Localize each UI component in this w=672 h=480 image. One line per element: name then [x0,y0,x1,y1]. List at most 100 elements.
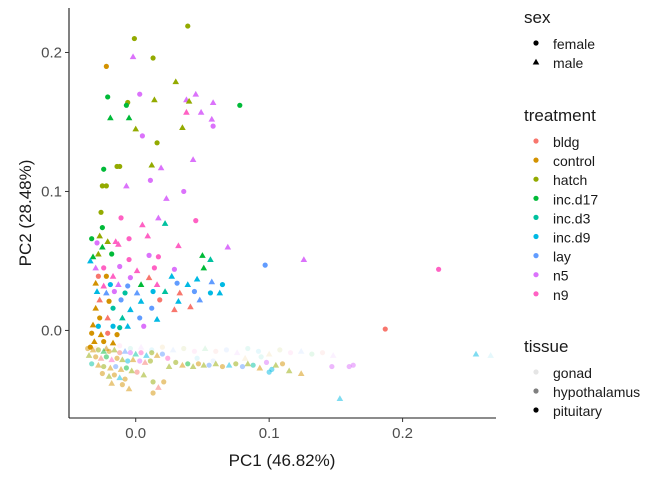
data-point [149,350,155,356]
data-point [140,371,148,378]
data-point [244,360,252,367]
legend-key-lay [533,253,539,259]
data-point [125,114,133,121]
data-point [155,384,162,390]
data-point [185,97,193,104]
data-point [224,243,232,250]
data-point [132,350,140,357]
data-point [436,266,442,272]
data-point [175,297,182,304]
data-point [117,366,125,372]
legend-label-control: control [553,153,595,169]
data-point [137,91,143,97]
data-point [174,280,180,286]
data-point [161,220,169,226]
data-point [103,183,109,189]
data-point [185,361,191,367]
data-point [115,240,122,247]
data-point [107,281,113,288]
data-point [137,358,143,364]
legend-label-bldg: bldg [553,134,579,150]
data-point [126,256,132,263]
data-point [95,347,101,353]
data-point [104,314,111,321]
data-point [165,355,171,361]
data-point [206,362,212,368]
data-point [110,323,116,329]
data-point [133,267,141,274]
legend-label-lay: lay [553,249,571,265]
legend-tissue-items: gonad hypothalamus pituitary [533,365,640,419]
data-point [141,359,149,365]
data-point [179,124,186,131]
data-point [150,390,156,396]
data-point [201,345,209,351]
data-point [87,344,93,350]
data-point [96,232,103,239]
data-point [212,360,220,367]
data-point [131,35,137,42]
data-point [336,395,344,402]
data-point [121,347,129,354]
data-point [223,347,230,353]
x-tick-label: 0.2 [392,425,413,442]
data-point [150,288,156,295]
ticks: 0.0 0.1 0.2 0.0 0.1 0.2 [41,44,413,442]
data-point [165,363,173,370]
y-tick-label: 0.1 [41,183,62,200]
data-point [101,265,107,271]
data-point [109,339,117,346]
data-point [117,343,123,349]
data-point [119,356,126,363]
data-point [104,238,111,244]
data-point [125,283,131,289]
data-point [233,361,239,367]
data-point [141,323,147,329]
data-point [181,188,187,195]
data-point [89,346,97,353]
data-point [171,306,178,313]
data-point [329,363,335,370]
data-point [106,298,112,304]
data-point [107,364,114,371]
data-point [92,279,99,286]
data-point [95,273,101,279]
data-point [125,385,133,392]
data-point [129,356,137,363]
data-point [287,350,294,356]
data-point [118,297,124,303]
data-point [200,264,208,271]
data-point [105,330,111,336]
data-point [137,281,145,288]
data-point [85,352,93,358]
data-point [124,322,132,329]
data-point [197,108,205,115]
data-point [200,361,208,368]
data-point [208,115,216,122]
data-point [153,316,161,322]
data-point [173,359,179,366]
data-point [111,346,118,353]
data-point [154,140,160,146]
data-point [92,304,99,311]
data-point [101,166,107,172]
data-point [171,266,178,272]
data-point [137,343,145,350]
data-point [193,275,201,282]
legend: sex female male treatment bldg control hatc… [524,8,640,419]
data-point [127,345,133,352]
data-point [92,264,99,271]
data-point [265,350,273,357]
data-point [133,289,141,296]
data-point [153,281,161,288]
data-point [263,359,270,366]
data-point [94,240,100,246]
y-tick-label: 0.0 [41,322,62,339]
data-point [99,224,105,231]
data-point [95,323,101,329]
legend-key-hatch [533,176,539,182]
data-point [119,314,126,321]
data-point [114,332,120,338]
data-point [382,326,388,332]
data-point [108,379,115,386]
